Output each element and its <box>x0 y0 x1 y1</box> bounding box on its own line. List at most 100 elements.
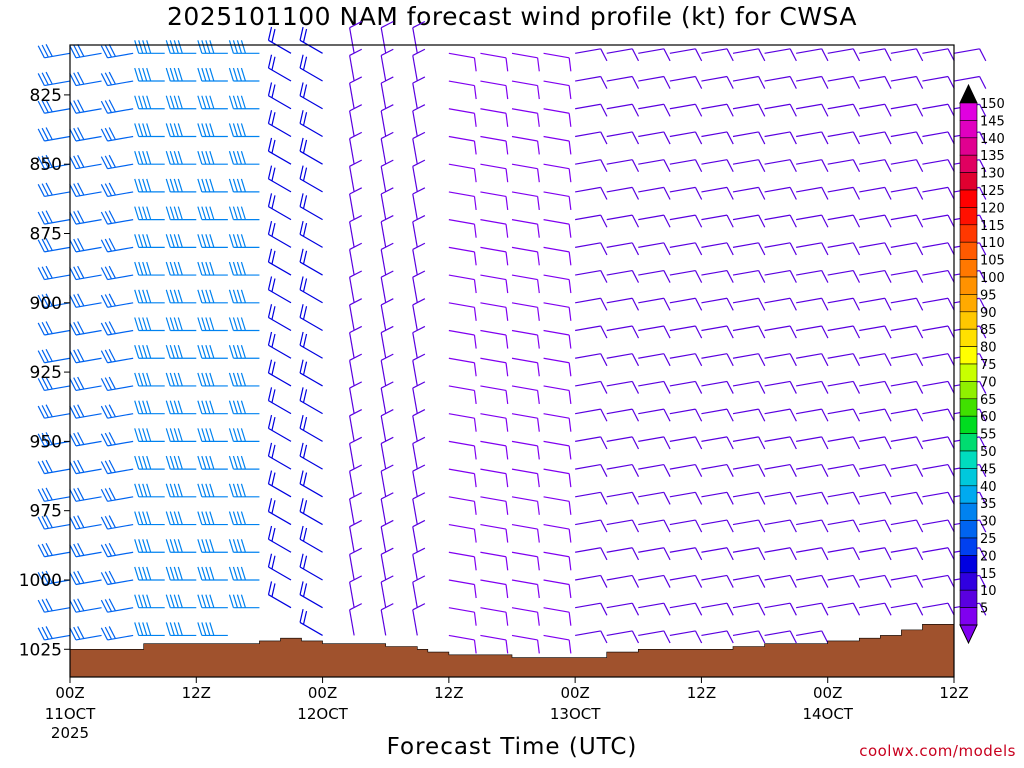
wind-barb <box>267 304 292 332</box>
barb-flag <box>726 519 734 533</box>
wind-barb <box>100 238 134 253</box>
barb-flag <box>789 242 797 256</box>
wind-barb <box>448 163 477 183</box>
wind-barb <box>412 409 426 442</box>
barb-flag <box>694 325 703 339</box>
barb-shaft <box>669 463 696 470</box>
barb-flag <box>108 154 116 168</box>
wind-barb <box>511 551 540 571</box>
barb-shaft <box>480 496 507 502</box>
barb-shaft <box>638 353 664 359</box>
barb-shaft <box>638 519 664 526</box>
barb-flag <box>758 575 766 588</box>
barb-flag <box>821 381 829 394</box>
barb-flag <box>205 261 211 276</box>
barb-shaft <box>349 83 355 109</box>
wind-barb <box>349 603 363 636</box>
barb-flag <box>77 44 85 57</box>
colorbar-swatch <box>959 154 978 173</box>
barb-shaft <box>75 579 102 586</box>
wind-barb <box>575 380 608 394</box>
barb-flag <box>197 539 203 553</box>
barb-flag <box>134 511 140 525</box>
wind-barb <box>701 242 734 256</box>
colorbar-label: 110 <box>980 236 1005 251</box>
wind-barb <box>480 108 509 127</box>
barb-flag <box>380 436 394 445</box>
wind-barb <box>480 551 509 571</box>
wind-barb <box>69 210 102 225</box>
barb-shaft <box>922 408 949 415</box>
wind-barb <box>134 151 165 165</box>
barb-flag <box>146 67 152 82</box>
barb-flag <box>173 206 179 220</box>
barb-shaft <box>701 297 728 304</box>
barb-flag <box>138 345 144 359</box>
wind-barb <box>412 20 426 54</box>
wind-barb <box>732 242 766 256</box>
barb-shaft <box>380 471 387 497</box>
barb-shaft <box>575 186 601 193</box>
barb-flag <box>915 131 924 145</box>
barb-shaft <box>890 436 917 442</box>
wind-barb <box>543 302 572 321</box>
colorbar-swatch <box>959 207 978 226</box>
barb-flag <box>349 242 363 250</box>
barb-shaft <box>412 443 418 470</box>
barb-flag <box>380 325 394 334</box>
barb-flag <box>236 317 243 331</box>
barb-flag <box>138 372 144 387</box>
barb-flag <box>134 178 140 193</box>
barb-flag <box>947 464 955 477</box>
barb-flag <box>267 26 273 41</box>
barb-flag <box>663 214 671 228</box>
barb-shaft <box>638 574 664 581</box>
barb-flag <box>979 159 987 173</box>
barb-shaft <box>75 219 102 225</box>
barb-shaft <box>796 630 822 637</box>
wind-barb <box>638 103 671 117</box>
barb-flag <box>77 265 85 279</box>
barb-shaft <box>890 75 917 82</box>
barb-shaft <box>299 400 323 415</box>
barb-shaft <box>107 302 134 308</box>
barb-shaft <box>827 353 854 359</box>
barb-flag <box>100 516 109 530</box>
credit-link[interactable]: coolwx.com/models <box>859 742 1016 760</box>
barb-flag <box>600 353 608 367</box>
wind-barb <box>480 163 509 183</box>
barb-flag <box>100 322 109 336</box>
barb-shaft <box>44 274 71 281</box>
barb-flag <box>821 103 829 117</box>
wind-barb <box>349 492 363 525</box>
barb-flag <box>209 95 215 109</box>
barb-flag <box>537 140 540 155</box>
barb-flag <box>41 127 49 141</box>
wind-barb <box>890 75 924 89</box>
wind-barb <box>669 75 703 89</box>
barb-shaft <box>575 242 601 248</box>
barb-flag <box>852 131 861 145</box>
colorbar-swatch <box>959 363 978 382</box>
barb-shaft <box>511 468 538 475</box>
barb-shaft <box>511 413 538 419</box>
barb-flag <box>600 214 608 228</box>
wind-barb <box>606 491 640 505</box>
barb-flag <box>197 234 203 248</box>
barb-flag <box>694 464 703 477</box>
barb-flag <box>600 575 608 588</box>
barb-flag <box>537 113 540 127</box>
barb-shaft <box>107 80 134 87</box>
barb-flag <box>694 408 703 422</box>
barb-flag <box>232 289 239 303</box>
barb-shaft <box>543 191 570 198</box>
wind-barb <box>606 214 640 228</box>
wind-barb <box>412 353 426 387</box>
barb-flag <box>979 602 987 616</box>
barb-flag <box>947 602 955 616</box>
barb-shaft <box>796 159 822 165</box>
barb-shaft <box>299 511 323 526</box>
x-tick-label: 12Z <box>687 684 716 702</box>
wind-barb <box>380 48 394 82</box>
